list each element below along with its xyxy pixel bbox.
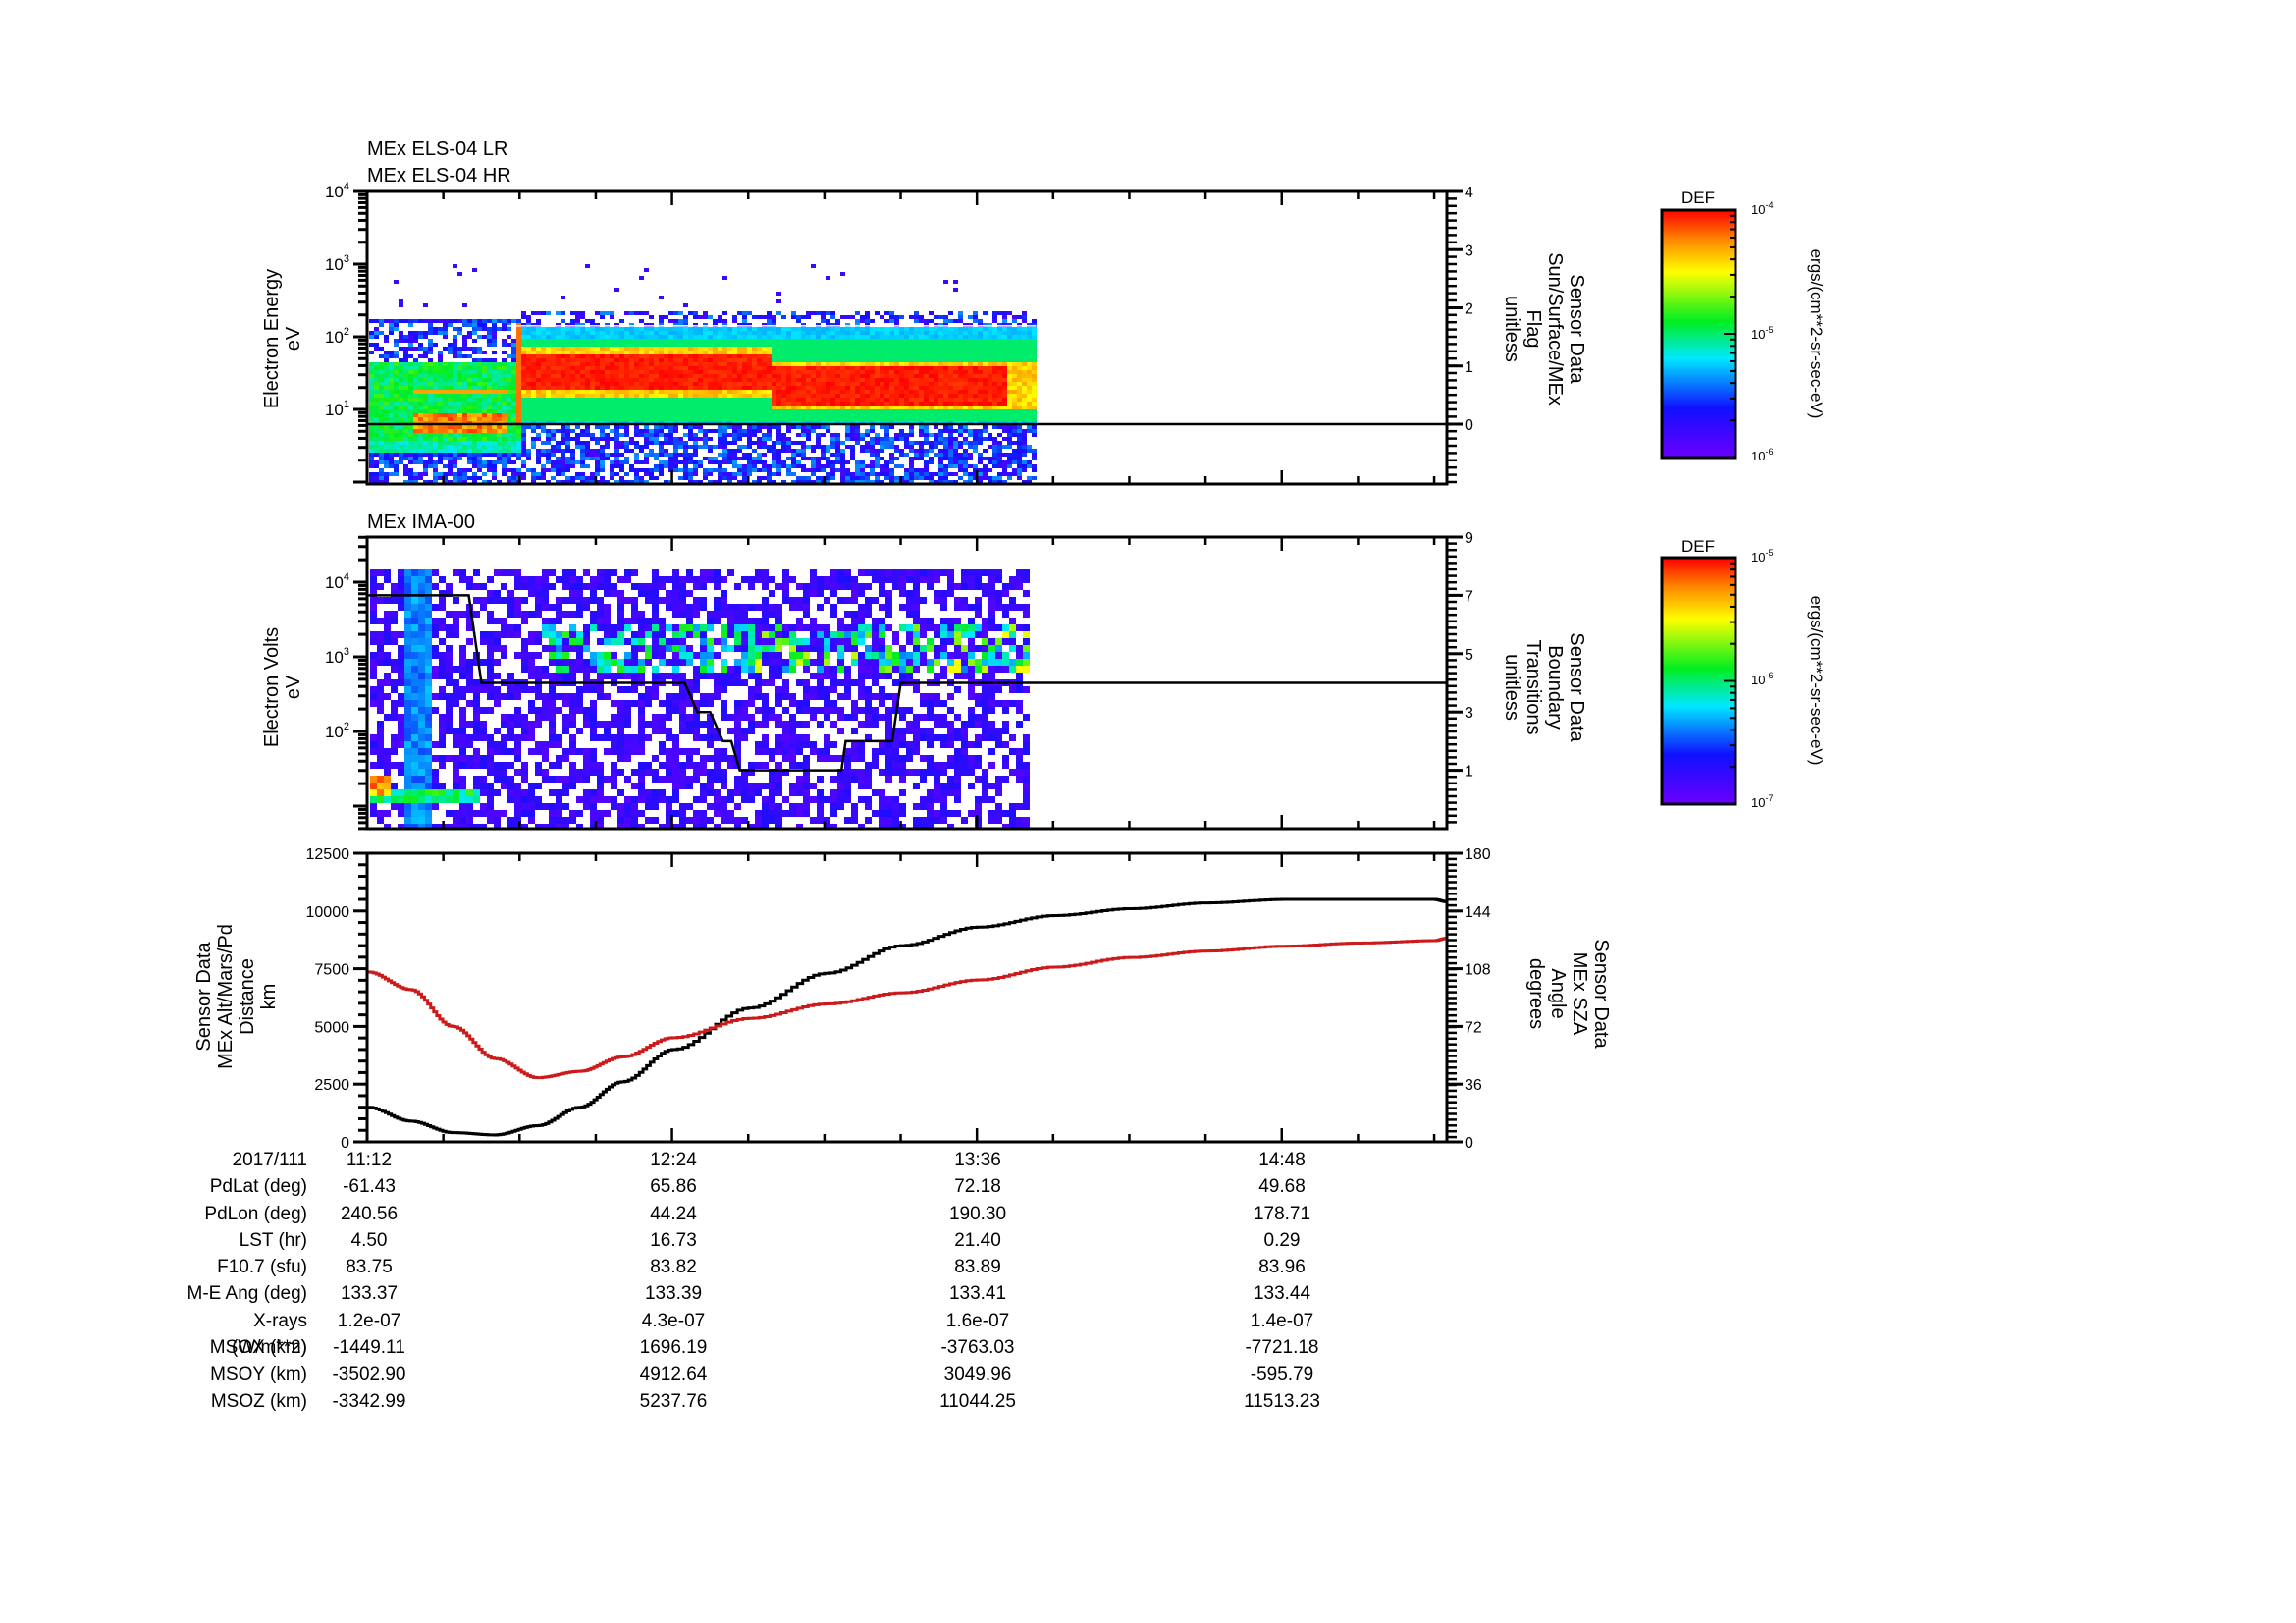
ephemeris-value: 11044.25 — [939, 1390, 1016, 1412]
time-row: 2017/111 11:12 12:24 13:36 14:48 — [177, 1147, 1453, 1173]
ephemeris-value: 4.50 — [350, 1229, 388, 1251]
time-tick-label: 12:24 — [650, 1150, 697, 1170]
ephemeris-value: 133.44 — [1253, 1283, 1311, 1305]
ephemeris-row-label: F10.7 (sfu) — [217, 1257, 307, 1278]
panel2-y2label: Sensor Data Boundary Transitions unitles… — [1501, 632, 1587, 742]
panel3-y2label: Sensor Data MEx SZA Angle degrees — [1525, 939, 1612, 1049]
colorbar2-label: DEF — [1682, 537, 1715, 556]
ephemeris-row-label: MSOZ (km) — [210, 1390, 307, 1412]
ephemeris-value: 240.56 — [340, 1203, 399, 1224]
ephemeris-value: 11513.23 — [1244, 1390, 1320, 1412]
ephemeris-row-label: MSOX (km) — [209, 1337, 307, 1359]
boundary-line — [367, 594, 1447, 772]
ephemeris-value: 5237.76 — [639, 1390, 708, 1412]
ephemeris-table: 2017/111 11:12 12:24 13:36 14:48 PdLat (… — [177, 1147, 1453, 1441]
ephemeris-value: -7721.18 — [1245, 1337, 1319, 1359]
ephemeris-row: X-rays (W/m**2) 1.2e-07 4.3e-07 1.6e-07 1.4e… — [177, 1308, 1453, 1359]
ephemeris-row-label: PdLon (deg) — [204, 1203, 307, 1224]
ephemeris-row: LST (hr) 4.50 16.73 21.40 0.29 — [177, 1227, 1453, 1254]
ephemeris-value: 83.82 — [650, 1257, 697, 1278]
ephemeris-value: 1.2e-07 — [337, 1310, 401, 1331]
sza-line — [367, 937, 1447, 1080]
ephemeris-row-label: PdLat (deg) — [209, 1176, 307, 1198]
ephemeris-row-label: X-rays (W/m**2) — [231, 1310, 307, 1359]
ephemeris-row: M-E Ang (deg) 133.37 133.39 133.41 133.44 — [177, 1280, 1453, 1307]
ephemeris-value: 3049.96 — [943, 1364, 1012, 1385]
colorbar1-units: ergs/(cm**2-sr-sec-eV) — [1807, 249, 1826, 419]
ephemeris-row: F10.7 (sfu) 83.75 83.82 83.89 83.96 — [177, 1254, 1453, 1280]
ephemeris-value: 83.89 — [954, 1257, 1001, 1278]
time-tick-label: 13:36 — [954, 1150, 1001, 1170]
ephemeris-value: 16.73 — [650, 1229, 697, 1251]
ephemeris-value: 1.6e-07 — [945, 1310, 1010, 1331]
ephemeris-value: 4912.64 — [639, 1364, 708, 1385]
ephemeris-value: 133.39 — [644, 1283, 703, 1305]
ephemeris-value: 72.18 — [954, 1176, 1001, 1198]
date-label: 2017/111 — [232, 1150, 307, 1170]
ephemeris-value: -3342.99 — [332, 1390, 406, 1412]
ephemeris-value: -61.43 — [343, 1176, 396, 1198]
ephemeris-value: 65.86 — [650, 1176, 697, 1198]
altitude-line — [367, 897, 1447, 1137]
ephemeris-row-label: LST (hr) — [239, 1229, 307, 1251]
ephemeris-value: 1696.19 — [639, 1337, 708, 1359]
colorbar2-units: ergs/(cm**2-sr-sec-eV) — [1807, 596, 1826, 766]
ephemeris-row: MSOY (km) -3502.90 4912.64 3049.96 -595.79 — [177, 1361, 1453, 1387]
ephemeris-value: 49.68 — [1258, 1176, 1306, 1198]
ephemeris-value: 4.3e-07 — [641, 1310, 706, 1331]
ephemeris-value: 178.71 — [1253, 1203, 1311, 1224]
ima-spectrogram-cells — [370, 569, 1030, 829]
ephemeris-value: 190.30 — [948, 1203, 1007, 1224]
panel-els-spectrogram: MEx ELS-04 LR MEx ELS-04 HR 101102103104… — [261, 138, 1587, 486]
ephemeris-value: 21.40 — [954, 1229, 1001, 1251]
ephemeris-row-label: M-E Ang (deg) — [187, 1283, 308, 1305]
ephemeris-value: 83.75 — [346, 1257, 393, 1278]
ephemeris-value: 1.4e-07 — [1250, 1310, 1314, 1331]
panel1-y2label: Sensor Data Sun/Surface/MEx Flag unitles… — [1501, 252, 1587, 406]
ephemeris-value: -3763.03 — [940, 1337, 1015, 1359]
colorbar-ima: DEF 10-5 10-6 10-7 ergs/(cm**2-sr-sec-eV… — [1660, 537, 1826, 810]
ephemeris-row: PdLon (deg) 240.56 44.24 190.30 178.71 — [177, 1201, 1453, 1227]
ephemeris-value: -1449.11 — [333, 1337, 405, 1359]
ephemeris-value: -595.79 — [1250, 1364, 1314, 1385]
colorbar-els: DEF 10-4 10-5 10-6 ergs/(cm**2-sr-sec-eV… — [1660, 189, 1826, 463]
panel2-title: MEx IMA-00 — [367, 512, 475, 533]
panel1-title-hr: MEx ELS-04 HR — [367, 165, 511, 187]
els-spectrogram-cells — [369, 264, 1037, 484]
panel3-ylabel: Sensor Data MEx Alt/Mars/Pd Distance km — [193, 924, 280, 1069]
ephemeris-value: 0.29 — [1263, 1229, 1301, 1251]
ephemeris-value: 83.96 — [1258, 1257, 1306, 1278]
time-tick-label: 14:48 — [1258, 1150, 1306, 1170]
panel1-title-lr: MEx ELS-04 LR — [367, 138, 507, 160]
ephemeris-value: 44.24 — [650, 1203, 697, 1224]
ephemeris-row-label: MSOY (km) — [210, 1364, 307, 1385]
panel1-ylabel: Electron Energy eV — [261, 269, 304, 408]
ephemeris-row: MSOX (km) -1449.11 1696.19 -3763.03 -7721.18 — [177, 1334, 1453, 1361]
colorbar1-label: DEF — [1682, 189, 1715, 207]
ephemeris-row: PdLat (deg) -61.43 65.86 72.18 49.68 — [177, 1173, 1453, 1200]
panel2-ylabel: Electron Volts eV — [261, 627, 304, 747]
ephemeris-value: 133.41 — [948, 1283, 1007, 1305]
time-tick-label: 11:12 — [346, 1150, 393, 1170]
ephemeris-value: 133.37 — [340, 1283, 399, 1305]
ephemeris-row: MSOZ (km) -3342.99 5237.76 11044.25 11513.23 — [177, 1388, 1453, 1415]
ephemeris-value: -3502.90 — [332, 1364, 406, 1385]
